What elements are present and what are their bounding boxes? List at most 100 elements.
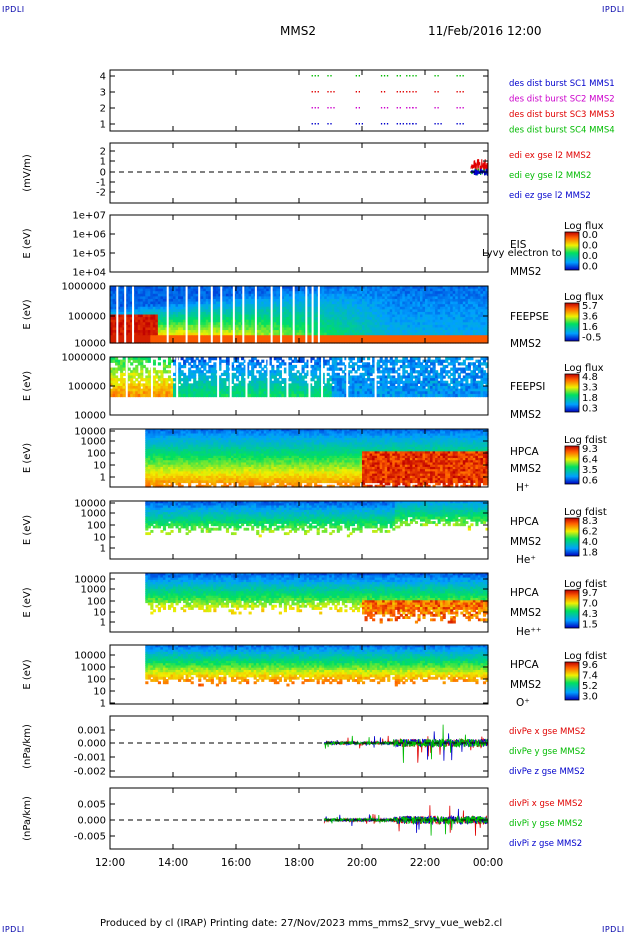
heatmap-cell (132, 286, 136, 290)
heatmap-cell (142, 319, 146, 323)
heatmap-cell (190, 311, 194, 316)
burst-mark (358, 123, 360, 125)
heatmap-cell (248, 296, 252, 300)
heatmap-cell (354, 393, 358, 398)
heatmap-cell (132, 327, 136, 331)
heatmap-cell (349, 370, 353, 374)
heatmap-cell (283, 337, 287, 342)
heatmap-cell (142, 340, 146, 344)
heatmap-cell (404, 314, 408, 318)
heatmap-cell (243, 393, 247, 398)
heatmap-cell (359, 359, 363, 363)
heatmap-cell (203, 327, 207, 331)
heatmap-cell (112, 335, 116, 339)
heatmap-cell (203, 375, 207, 379)
heatmap-cell (379, 383, 383, 387)
heatmap-cell (223, 314, 227, 318)
heatmap-cell (213, 327, 217, 331)
heatmap-cell (462, 309, 466, 313)
heatmap-cell (389, 298, 393, 303)
heatmap-cell (258, 375, 262, 379)
heatmap-cell (200, 298, 204, 303)
heatmap-cell (213, 301, 217, 305)
heatmap-cell (258, 386, 262, 390)
heatmap-cell (112, 378, 116, 382)
burst-mark (330, 123, 332, 125)
heatmap-cell (364, 380, 368, 384)
heatmap-cell (336, 304, 340, 308)
heatmap-cell (296, 370, 300, 374)
heatmap-cell (329, 314, 333, 318)
heatmap-cell (460, 288, 464, 292)
heatmap-cell (309, 286, 313, 290)
heatmap-cell (425, 286, 429, 290)
heatmap-cell (256, 340, 260, 344)
heatmap-cell (382, 362, 386, 366)
heatmap-cell (220, 322, 224, 326)
burst-mark (311, 123, 313, 125)
burst-mark (412, 91, 414, 93)
heatmap-cell (440, 393, 444, 398)
heatmap-cell (150, 324, 154, 329)
heatmap-cell (470, 309, 474, 313)
heatmap-cell (427, 296, 431, 300)
heatmap-cell (389, 317, 393, 321)
heatmap-cell (263, 317, 267, 321)
heatmap-cell (409, 383, 413, 387)
heatmap-cell (238, 340, 242, 344)
heatmap-cell (132, 375, 136, 379)
heatmap-cell (256, 378, 260, 382)
heatmap-cell (178, 340, 182, 344)
heatmap-cell (329, 306, 333, 310)
heatmap-cell (137, 296, 141, 300)
heatmap-cell (215, 324, 219, 329)
heatmap-cell (306, 309, 310, 313)
heatmap-cell (288, 314, 293, 318)
heatmap-cell (379, 335, 383, 339)
heatmap-cell (399, 304, 403, 308)
heatmap-cell (296, 296, 300, 300)
heatmap-cell (336, 311, 340, 316)
heatmap-cell (419, 309, 424, 313)
heatmap-cell (319, 340, 323, 344)
heatmap-cell (404, 391, 408, 395)
heatmap-cell (437, 322, 441, 326)
heatmap-cell (288, 322, 293, 326)
heatmap-cell (440, 291, 444, 295)
heatmap-cell (356, 311, 361, 316)
heatmap-cell (354, 288, 358, 292)
heatmap-cell (193, 337, 197, 342)
heatmap-cell (336, 335, 340, 339)
heatmap-cell (251, 317, 255, 321)
heatmap-cell (440, 309, 444, 313)
heatmap-cell (430, 306, 434, 310)
heatmap-cell (412, 319, 416, 323)
heatmap-cell (132, 388, 136, 392)
heatmap-cell (392, 364, 396, 369)
heatmap-cell (427, 330, 431, 334)
heatmap-cell (367, 362, 371, 366)
heatmap-cell (215, 298, 219, 303)
heatmap-cell (195, 314, 199, 318)
heatmap-cell (213, 378, 217, 382)
heatmap-cell (218, 286, 222, 290)
heatmap-cell (110, 324, 114, 329)
heatmap-cell (387, 370, 391, 374)
heatmap-cell (311, 370, 315, 374)
heatmap-cell (364, 319, 368, 323)
heatmap-cell (326, 309, 330, 313)
heatmap-cell (225, 370, 230, 374)
heatmap-cell (419, 367, 424, 371)
heatmap-cell (425, 332, 429, 336)
heatmap-cell (127, 296, 131, 300)
heatmap-cell (336, 383, 340, 387)
heatmap-cell (427, 391, 431, 395)
heatmap-cell (417, 286, 421, 290)
heatmap-cell (435, 314, 439, 318)
heatmap-cell (404, 364, 408, 369)
heatmap-cell (215, 311, 219, 316)
heatmap-cell (155, 306, 159, 310)
heatmap-cell (162, 378, 167, 382)
heatmap-cell (263, 380, 267, 384)
heatmap-cell (407, 319, 411, 323)
